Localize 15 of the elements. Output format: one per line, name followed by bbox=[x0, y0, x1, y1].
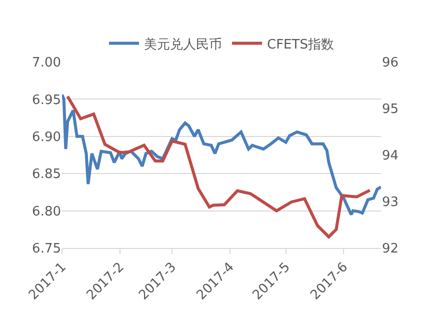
y-tick-label: 6.90 bbox=[32, 130, 61, 145]
line-series bbox=[66, 94, 372, 238]
line-series bbox=[62, 93, 381, 216]
y2-tick-label: 95 bbox=[382, 102, 399, 118]
y2-tick-label: 92 bbox=[382, 242, 399, 257]
y-tick-label: 6.75 bbox=[32, 242, 61, 257]
y2-tick-label: 94 bbox=[382, 148, 399, 164]
legend-label: CFETS指数 bbox=[267, 37, 334, 52]
y2-tick-label: 96 bbox=[382, 56, 399, 71]
y-tick-label: 6.95 bbox=[32, 92, 61, 108]
y2-tick-label: 93 bbox=[382, 195, 399, 210]
y-tick-label: 6.85 bbox=[32, 167, 61, 182]
y-tick-label: 7.00 bbox=[32, 56, 61, 71]
y-tick-label: 6.80 bbox=[32, 204, 61, 220]
legend-label: 美元兑人民币 bbox=[144, 36, 222, 52]
